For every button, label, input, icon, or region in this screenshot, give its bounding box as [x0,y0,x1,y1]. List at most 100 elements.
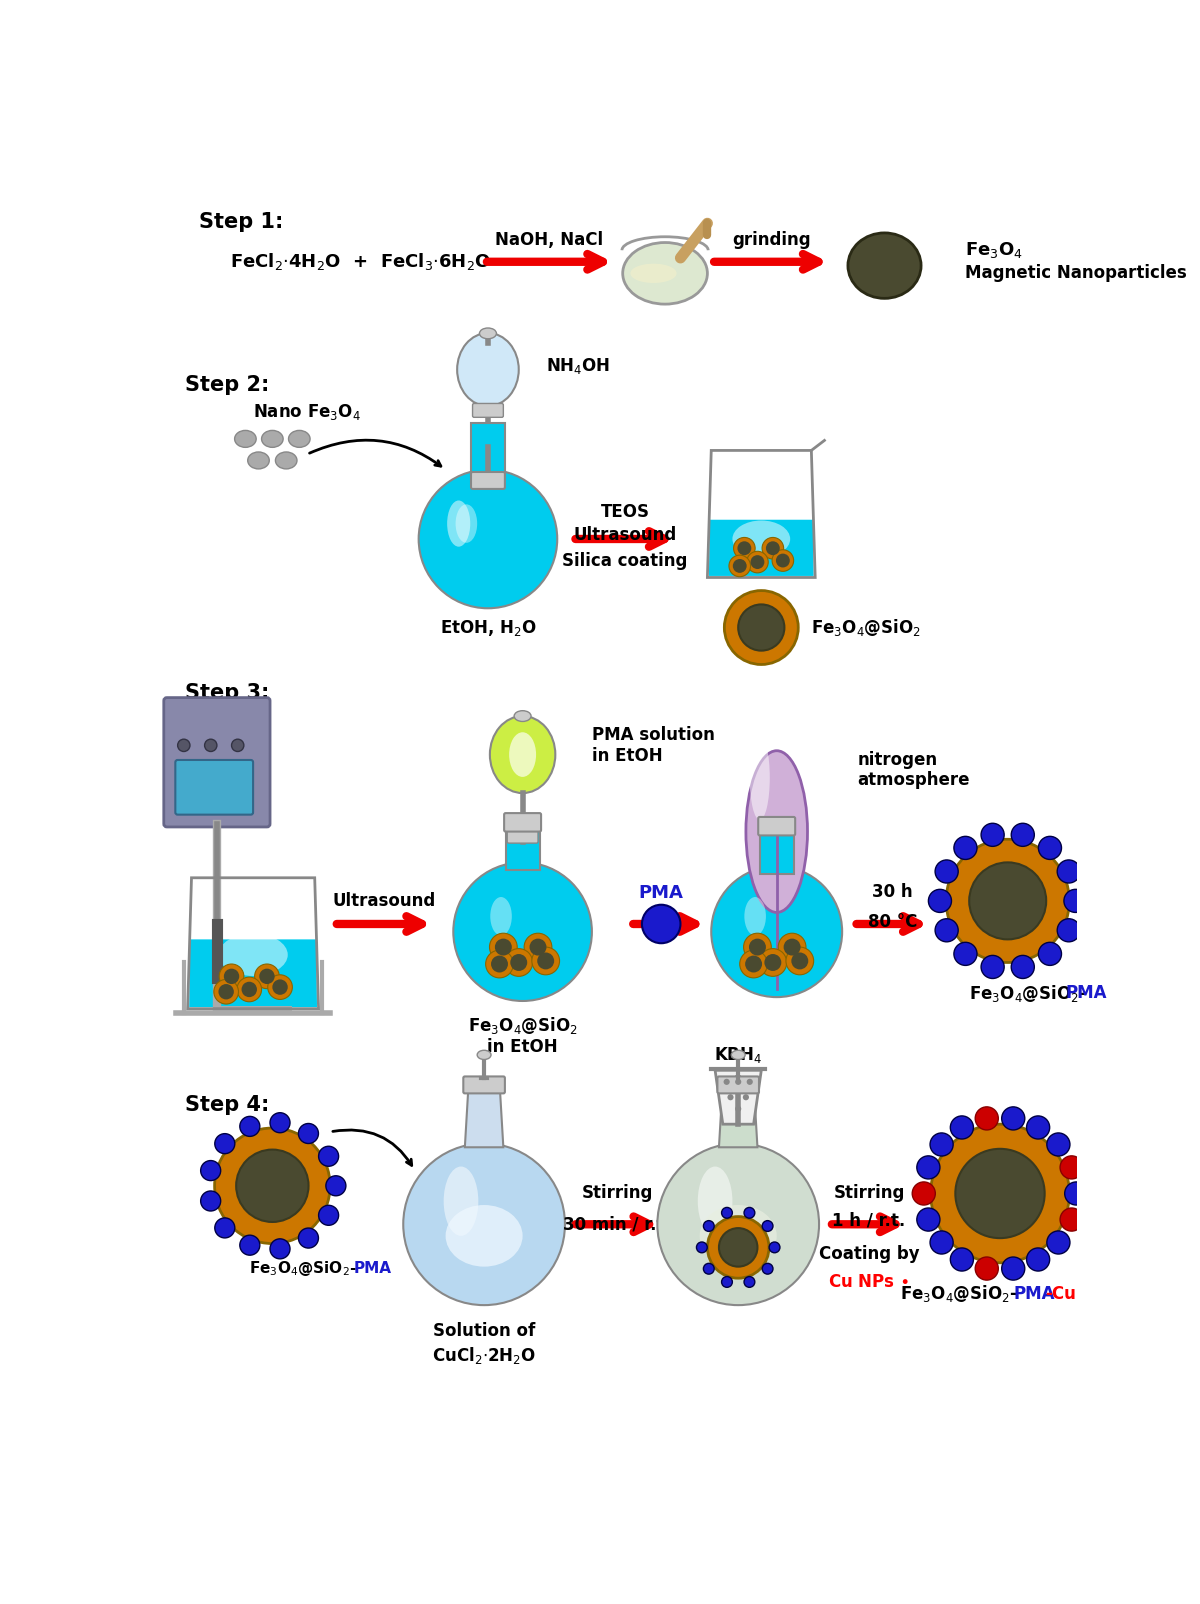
Text: FeCl$_2$$\cdot$4H$_2$O  +  FeCl$_3$$\cdot$6H$_2$O: FeCl$_2$$\cdot$4H$_2$O + FeCl$_3$$\cdot$… [230,252,491,273]
Circle shape [215,1134,235,1153]
Circle shape [712,866,842,998]
Circle shape [917,1208,940,1232]
Ellipse shape [697,1166,732,1235]
Text: Fe$_3$O$_4$@SiO$_2$-: Fe$_3$O$_4$@SiO$_2$- [970,983,1087,1004]
Text: 80 °C: 80 °C [868,913,917,932]
Text: Fe$_3$O$_4$@SiO$_2$-: Fe$_3$O$_4$@SiO$_2$- [250,1259,358,1278]
Ellipse shape [630,263,677,282]
Circle shape [738,605,785,651]
Ellipse shape [444,1166,479,1235]
Circle shape [326,1176,346,1197]
Circle shape [1057,860,1080,884]
Circle shape [745,956,762,972]
Ellipse shape [478,1051,491,1060]
Text: PMA: PMA [1014,1285,1055,1302]
Circle shape [744,934,772,961]
Circle shape [746,552,768,573]
Circle shape [232,739,244,752]
Circle shape [982,823,1004,847]
Ellipse shape [480,327,497,338]
Circle shape [491,956,508,972]
Circle shape [215,1128,330,1243]
Circle shape [1046,1132,1070,1156]
Ellipse shape [732,521,790,558]
Circle shape [236,977,262,1002]
Circle shape [1057,919,1080,942]
Circle shape [505,948,533,977]
Text: TEOS: TEOS [600,504,649,521]
FancyBboxPatch shape [504,813,541,831]
Circle shape [758,948,787,977]
Text: SiO$_2$: SiO$_2$ [725,1251,752,1266]
Polygon shape [464,1081,503,1147]
Text: Coating by: Coating by [818,1245,919,1262]
Circle shape [215,1217,235,1238]
Circle shape [236,1150,308,1222]
Circle shape [912,1182,935,1205]
Circle shape [529,938,546,956]
Polygon shape [760,824,793,874]
Circle shape [929,889,952,913]
Circle shape [254,964,280,988]
Circle shape [982,956,1004,978]
Polygon shape [715,1070,761,1124]
Ellipse shape [509,733,536,776]
Circle shape [1012,956,1034,978]
Circle shape [178,739,190,752]
Text: NH$_4$OH: NH$_4$OH [546,356,610,375]
Text: PMA: PMA [1066,985,1106,1002]
Circle shape [769,1241,780,1253]
Circle shape [1026,1248,1050,1270]
Ellipse shape [276,452,296,468]
Text: Step 1:: Step 1: [199,212,283,231]
Text: Stirring: Stirring [834,1184,905,1203]
Text: Nano Fe$_3$O$_4$: Nano Fe$_3$O$_4$ [253,403,361,422]
Circle shape [486,950,514,978]
Circle shape [708,1216,769,1278]
Circle shape [703,1221,714,1232]
Ellipse shape [700,1205,776,1267]
Polygon shape [472,423,505,478]
Circle shape [1064,889,1087,913]
Circle shape [270,1238,290,1259]
Text: PMA: PMA [353,1261,391,1277]
Text: Step 3:: Step 3: [185,683,270,703]
Text: Fe$_3$O$_4$@SiO$_2$-: Fe$_3$O$_4$@SiO$_2$- [900,1283,1018,1304]
Text: Ultrasound: Ultrasound [332,892,436,909]
Circle shape [703,1264,714,1274]
Ellipse shape [288,430,310,448]
Ellipse shape [490,715,556,792]
Circle shape [736,1079,742,1084]
Circle shape [1060,1156,1084,1179]
Ellipse shape [746,751,808,913]
Text: Ultrasound: Ultrasound [574,526,677,544]
Polygon shape [709,520,814,576]
Circle shape [724,1079,730,1084]
Text: Step 4:: Step 4: [185,1096,270,1115]
Circle shape [766,541,780,555]
Circle shape [1064,1182,1087,1205]
Circle shape [272,980,288,994]
Text: Fe$_3$O$_4$: Fe$_3$O$_4$ [989,885,1026,898]
Ellipse shape [514,711,532,722]
Circle shape [917,1156,940,1179]
Circle shape [419,470,557,608]
Circle shape [224,969,239,983]
Text: Fe$_3$O$_4$: Fe$_3$O$_4$ [254,1169,290,1184]
Circle shape [1002,1107,1025,1129]
Text: PMA: PMA [638,884,684,901]
Ellipse shape [235,430,256,448]
Circle shape [538,953,554,969]
Text: Magnetic Nanoparticles: Magnetic Nanoparticles [965,265,1187,282]
Circle shape [240,1235,260,1256]
Ellipse shape [750,735,769,820]
Circle shape [510,954,527,970]
Circle shape [791,953,809,969]
Circle shape [954,942,977,966]
FancyBboxPatch shape [463,1076,505,1094]
Circle shape [935,860,959,884]
FancyBboxPatch shape [508,829,538,844]
Ellipse shape [623,242,708,305]
Ellipse shape [456,504,478,542]
FancyBboxPatch shape [472,472,505,489]
